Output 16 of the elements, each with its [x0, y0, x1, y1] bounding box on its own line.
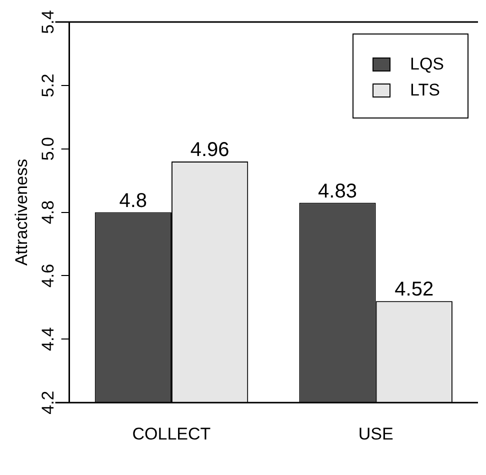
y-tick-label: 4.8 [38, 200, 58, 224]
y-tick-label: 4.6 [38, 264, 58, 288]
y-tick-label: 5.2 [38, 74, 58, 98]
y-axis-title: Attractiveness [12, 158, 31, 266]
y-tick-label: 5.4 [38, 10, 58, 34]
y-tick-label: 4.2 [38, 390, 58, 414]
legend-label: LTS [410, 80, 440, 100]
y-tick-label: 5.0 [38, 137, 58, 161]
data-label: 4.96 [190, 139, 230, 162]
x-tick-label: USE [358, 424, 394, 444]
legend-label: LQS [410, 54, 444, 74]
data-label: 4.83 [318, 180, 357, 202]
data-label: 4.52 [394, 278, 434, 301]
data-label: 4.8 [119, 190, 148, 212]
x-tick-label: COLLECT [132, 424, 211, 444]
y-tick-label: 4.4 [38, 327, 58, 351]
